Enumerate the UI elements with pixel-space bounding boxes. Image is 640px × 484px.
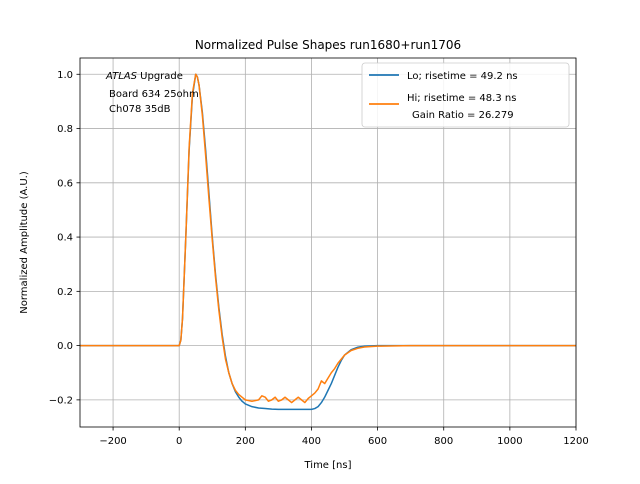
x-tick-label: 0 bbox=[176, 436, 182, 447]
x-tick-label: 1200 bbox=[563, 436, 588, 447]
y-axis-ticks: −0.2 0.0 0.2 0.4 0.6 0.8 1.0 bbox=[49, 70, 80, 406]
chart-title: Normalized Pulse Shapes run1680+run1706 bbox=[195, 38, 461, 52]
annotation-line2: Board 634 25ohm bbox=[109, 89, 199, 100]
plot-frame bbox=[79, 57, 577, 428]
annotation-line3: Ch078 35dB bbox=[109, 104, 171, 115]
annotation-upgrade: Upgrade bbox=[137, 71, 183, 82]
atlas-annotation: ATLAS Upgrade Board 634 25ohm Ch078 35dB bbox=[105, 71, 199, 115]
legend: Lo; risetime = 49.2 ns Hi; risetime = 48… bbox=[361, 62, 570, 128]
x-tick-label: −200 bbox=[99, 436, 126, 447]
legend-label-hi: Hi; risetime = 48.3 ns bbox=[407, 93, 516, 104]
y-tick-label: 0.6 bbox=[57, 178, 73, 189]
annotation-atlas: ATLAS bbox=[105, 71, 138, 82]
x-tick-label: 400 bbox=[302, 436, 321, 447]
legend-label-hi-gain: Gain Ratio = 26.279 bbox=[412, 110, 514, 121]
legend-box bbox=[361, 62, 570, 128]
x-axis-ticks: −200 0 200 400 600 800 1000 1200 bbox=[99, 427, 589, 447]
annotation-line1: ATLAS Upgrade bbox=[105, 71, 183, 82]
y-tick-label: 0.2 bbox=[57, 287, 73, 298]
x-tick-label: 200 bbox=[236, 436, 255, 447]
x-tick-label: 800 bbox=[434, 436, 453, 447]
y-tick-label: 1.0 bbox=[57, 70, 73, 81]
x-axis-label: Time [ns] bbox=[303, 460, 351, 471]
y-axis-label: Normalized Amplitude (A.U.) bbox=[19, 171, 30, 314]
y-tick-label: 0.0 bbox=[57, 341, 73, 352]
series-layer bbox=[80, 73, 576, 411]
x-tick-label: 600 bbox=[368, 436, 387, 447]
x-tick-label: 1000 bbox=[497, 436, 522, 447]
legend-label-lo: Lo; risetime = 49.2 ns bbox=[407, 71, 518, 82]
y-tick-label: 0.8 bbox=[57, 124, 73, 135]
y-tick-label: 0.4 bbox=[57, 233, 73, 244]
series-line-hi bbox=[80, 73, 576, 404]
y-tick-label: −0.2 bbox=[49, 395, 73, 406]
